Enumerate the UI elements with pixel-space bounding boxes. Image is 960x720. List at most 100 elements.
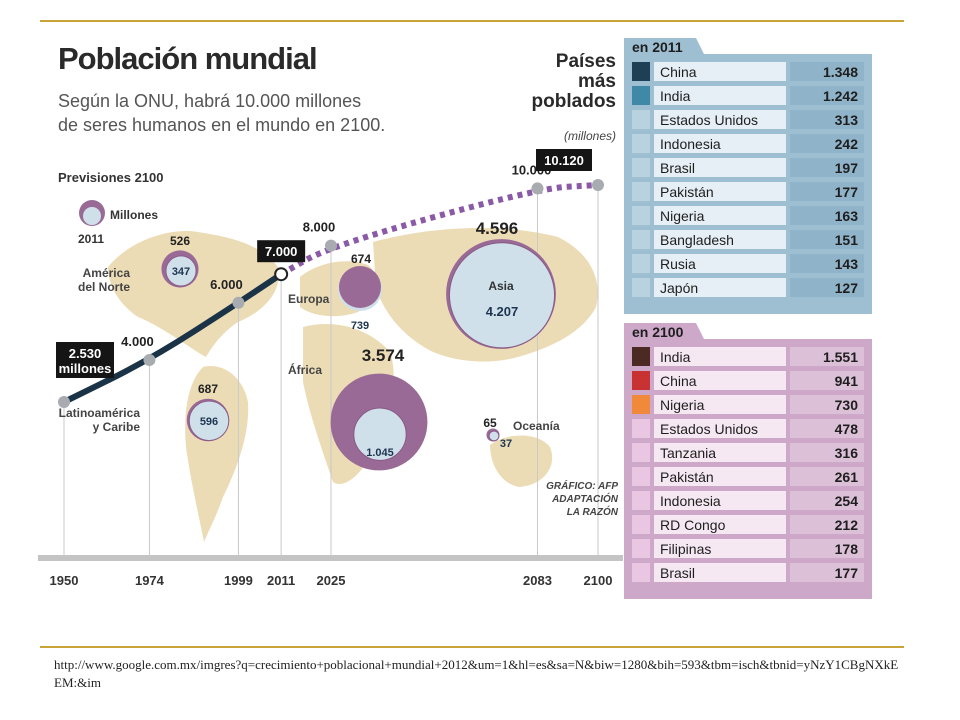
table-2011-row-9-value: 143 — [835, 256, 859, 272]
point-label-2100: 10.120 — [544, 153, 584, 168]
infographic: Población mundial Según la ONU, habrá 10… — [38, 27, 894, 615]
region-value-2100-europa: 674 — [351, 252, 371, 266]
table-2011-row-4-swatch — [632, 134, 650, 153]
region-value-2100-asia: 4.596 — [476, 219, 519, 238]
chart-subtitle-line2: de seres humanos en el mundo en 2100. — [58, 115, 385, 135]
table-2011-row-5-country: Brasil — [660, 160, 695, 176]
region-name-asia: Asia — [488, 279, 514, 293]
table-2100-row-3-country-cell — [654, 395, 786, 414]
table-2011-row-10-swatch — [632, 278, 650, 297]
table-2011-row-1-swatch — [632, 62, 650, 81]
x-axis-baseline — [38, 555, 623, 561]
x-tick-1950: 1950 — [50, 573, 79, 588]
population-curve — [58, 179, 604, 408]
side-title-line1: Países — [556, 51, 616, 72]
table-2100-row-6-value-cell — [790, 467, 864, 486]
table-2100-row-8-swatch — [632, 515, 650, 534]
table-2100-row-5-country: Tanzania — [660, 445, 716, 461]
oc-map — [490, 435, 553, 487]
point-label-box-1950 — [56, 342, 114, 378]
table-2011-row-5-swatch — [632, 158, 650, 177]
chart-texts: Población mundial Según la ONU, habrá 10… — [50, 41, 619, 588]
legend-previsiones: Previsiones 2100 — [58, 170, 164, 185]
table-2011-row-8-country-cell — [654, 230, 786, 249]
chart-title: Población mundial — [58, 41, 317, 76]
point-label-box-2011 — [257, 240, 306, 263]
table-2100-row-9-country: Filipinas — [660, 541, 711, 557]
table-2011-row-10-country: Japón — [660, 280, 698, 296]
table-2100-row-10-country-cell — [654, 563, 786, 582]
point-label-1974: 4.000 — [121, 334, 154, 349]
table-2011-title: en 2011 — [632, 39, 683, 55]
table-2011-tab — [624, 38, 704, 54]
region-name-europa: Europa — [288, 292, 330, 306]
table-2100-tab — [624, 323, 704, 339]
history-line — [61, 271, 285, 405]
table-2100-row-4-swatch — [632, 419, 650, 438]
table-2011-row-7-swatch — [632, 206, 650, 225]
table-2100-row-1-value: 1.551 — [823, 349, 858, 365]
region-name-latinoamérica-y-caribe: Latinoamérica — [59, 406, 141, 420]
table-2100-row-1-country-cell — [654, 347, 786, 366]
table-2011-row-4-country-cell — [654, 134, 786, 153]
bubble-2011-áfrica — [353, 407, 407, 461]
top-divider — [40, 20, 904, 22]
region-value-2011-europa: 739 — [351, 320, 369, 332]
table-2100-row-10-value: 177 — [835, 565, 859, 581]
region-value-2100-áfrica: 3.574 — [362, 346, 405, 365]
point-label-2011: 7.000 — [265, 244, 298, 259]
table-2100-row-2-country-cell — [654, 371, 786, 390]
table-2100-row-4-value: 478 — [835, 421, 859, 437]
table-2100-row-7-swatch — [632, 491, 650, 510]
table-2011-row-7-value: 163 — [835, 208, 859, 224]
point-label-box-2100 — [536, 149, 592, 171]
credit-line1: GRÁFICO: AFP — [546, 479, 618, 492]
x-tick-2025: 2025 — [317, 573, 346, 588]
region-value-2011-américa-del-norte: 347 — [172, 266, 190, 278]
table-2100-row-6-country-cell — [654, 467, 786, 486]
table-2100-row-8-value-cell — [790, 515, 864, 534]
table-2100-row-5-country-cell — [654, 443, 786, 462]
table-2011-row-10-country-cell — [654, 278, 786, 297]
data-point-2083 — [531, 182, 544, 195]
year-gridlines — [38, 185, 623, 561]
legend-bubble-2011 — [83, 207, 101, 225]
table-2100-row-1-value-cell — [790, 347, 864, 366]
table-2011-row-2-value-cell — [790, 86, 864, 105]
table-2011-row-1-country: China — [660, 64, 697, 80]
table-2100-row-7-country-cell — [654, 491, 786, 510]
table-2100-row-1-swatch — [632, 347, 650, 366]
table-2100-row-9-value-cell — [790, 539, 864, 558]
point-label-1999: 6.000 — [210, 277, 243, 292]
table-2100-row-4-country-cell — [654, 419, 786, 438]
bubble-2011-oceanía — [488, 430, 500, 442]
table-2011-row-4-value: 242 — [835, 136, 859, 152]
side-title-line2: más — [578, 71, 616, 92]
table-2011-row-10-value-cell — [790, 278, 864, 297]
table-2011-row-2-country-cell — [654, 86, 786, 105]
region-value-2100-latinoamérica-y-caribe: 687 — [198, 382, 218, 396]
region-value-2100-américa-del-norte: 526 — [170, 234, 190, 248]
credit-line3: LA RAZÓN — [567, 505, 619, 518]
region-bubbles — [79, 200, 556, 471]
bubble-2011-américa-del-norte — [165, 255, 197, 287]
table-2011-row-6-value-cell — [790, 182, 864, 201]
table-2100-row-4-country: Estados Unidos — [660, 421, 758, 437]
table-2100-row-2-country: China — [660, 373, 697, 389]
table-2100-row-2-swatch — [632, 371, 650, 390]
point-label-2025: 8.000 — [303, 220, 336, 235]
table-2011-row-10-value: 127 — [835, 280, 859, 296]
bottom-divider — [40, 646, 904, 648]
table-2011-row-3-country: Estados Unidos — [660, 112, 758, 128]
table-2100-row-3-value-cell — [790, 395, 864, 414]
region-name-áfrica: África — [288, 362, 322, 377]
region-value-2011-asia: 4.207 — [486, 304, 519, 319]
table-2100-row-1-country: India — [660, 349, 691, 365]
table-2011-row-5-country-cell — [654, 158, 786, 177]
table-2100-row-7-value-cell — [790, 491, 864, 510]
x-tick-2083: 2083 — [523, 573, 552, 588]
table-2100-row-6-country: Pakistán — [660, 469, 714, 485]
region-name-latinoamérica-y-caribe: y Caribe — [93, 420, 141, 434]
table-2011-row-3-value-cell — [790, 110, 864, 129]
table-2011-row-4-country: Indonesia — [660, 136, 721, 152]
